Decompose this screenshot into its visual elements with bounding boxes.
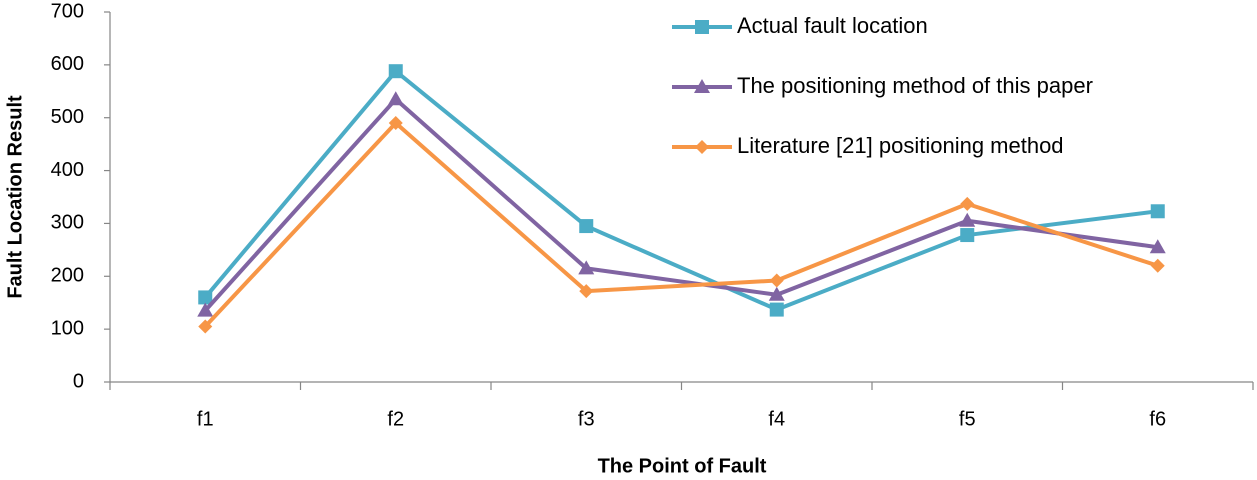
series-line xyxy=(203,121,1159,328)
legend-label: Actual fault location xyxy=(737,13,928,38)
marker xyxy=(960,228,975,243)
x-tick-label: f4 xyxy=(768,408,785,430)
marker xyxy=(768,286,785,301)
marker xyxy=(769,302,784,317)
x-tick-label: f6 xyxy=(1149,408,1166,430)
marker xyxy=(198,290,213,305)
marker xyxy=(388,64,403,79)
marker xyxy=(1149,239,1166,254)
marker xyxy=(578,260,595,275)
marker xyxy=(960,196,975,211)
marker xyxy=(695,20,709,34)
x-tick-label: f5 xyxy=(959,408,976,430)
x-tick-label: f1 xyxy=(197,408,214,430)
y-tick-label: 500 xyxy=(51,106,84,128)
legend-label: The positioning method of this paper xyxy=(737,73,1093,98)
marker xyxy=(579,219,594,234)
legend-label: Literature [21] positioning method xyxy=(737,133,1064,158)
y-tick-label: 0 xyxy=(73,370,84,392)
marker xyxy=(198,319,213,334)
y-tick-label: 300 xyxy=(51,212,84,234)
y-tick-label: 600 xyxy=(51,53,84,75)
marker xyxy=(579,284,594,299)
marker xyxy=(387,91,404,106)
x-axis-title: The Point of Fault xyxy=(598,455,767,477)
series-line xyxy=(203,69,1158,312)
y-axis-title: Fault Location Result xyxy=(4,95,26,299)
marker xyxy=(1150,204,1165,219)
marker xyxy=(959,212,976,227)
series-line xyxy=(203,97,1159,312)
y-tick-label: 200 xyxy=(51,265,84,287)
marker xyxy=(769,273,784,288)
marker xyxy=(694,79,710,93)
x-tick-label: f3 xyxy=(578,408,595,430)
y-tick-label: 100 xyxy=(51,317,84,339)
marker xyxy=(695,140,709,154)
x-tick-label: f2 xyxy=(387,408,404,430)
marker xyxy=(1150,258,1165,273)
marker xyxy=(197,302,214,317)
y-tick-label: 400 xyxy=(51,159,84,181)
y-tick-label: 700 xyxy=(51,0,84,22)
marker xyxy=(388,116,403,130)
